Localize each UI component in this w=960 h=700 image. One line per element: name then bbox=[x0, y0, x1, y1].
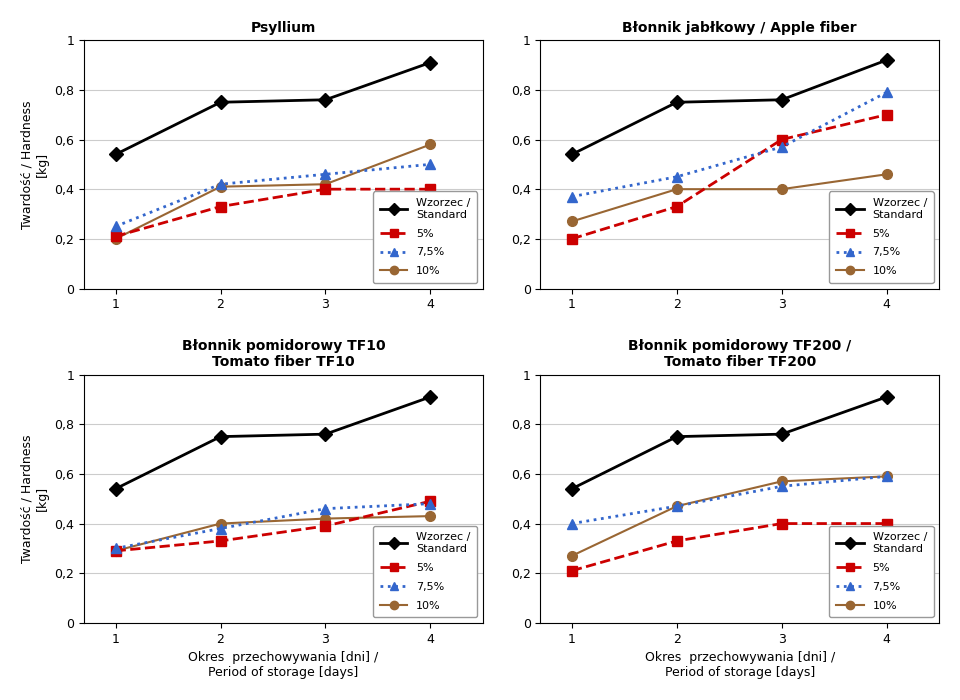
Legend: Wzorzec /
Standard, 5%, 7,5%, 10%: Wzorzec / Standard, 5%, 7,5%, 10% bbox=[829, 191, 934, 283]
Title: Błonnik pomidorowy TF10
Tomato fiber TF10: Błonnik pomidorowy TF10 Tomato fiber TF1… bbox=[181, 339, 385, 369]
Y-axis label: Twardość / Hardness
[kg]: Twardość / Hardness [kg] bbox=[21, 435, 49, 563]
Title: Psyllium: Psyllium bbox=[251, 21, 316, 35]
X-axis label: Okres  przechowywania [dni] /
Period of storage [days]: Okres przechowywania [dni] / Period of s… bbox=[645, 651, 835, 679]
Legend: Wzorzec /
Standard, 5%, 7,5%, 10%: Wzorzec / Standard, 5%, 7,5%, 10% bbox=[372, 191, 477, 283]
Legend: Wzorzec /
Standard, 5%, 7,5%, 10%: Wzorzec / Standard, 5%, 7,5%, 10% bbox=[372, 526, 477, 617]
Title: Błonnik pomidorowy TF200 /
Tomato fiber TF200: Błonnik pomidorowy TF200 / Tomato fiber … bbox=[628, 339, 852, 369]
Y-axis label: Twardość / Hardness
[kg]: Twardość / Hardness [kg] bbox=[21, 100, 49, 229]
Legend: Wzorzec /
Standard, 5%, 7,5%, 10%: Wzorzec / Standard, 5%, 7,5%, 10% bbox=[829, 526, 934, 617]
X-axis label: Okres  przechowywania [dni] /
Period of storage [days]: Okres przechowywania [dni] / Period of s… bbox=[188, 651, 378, 679]
Title: Błonnik jabłkowy / Apple fiber: Błonnik jabłkowy / Apple fiber bbox=[622, 21, 857, 35]
